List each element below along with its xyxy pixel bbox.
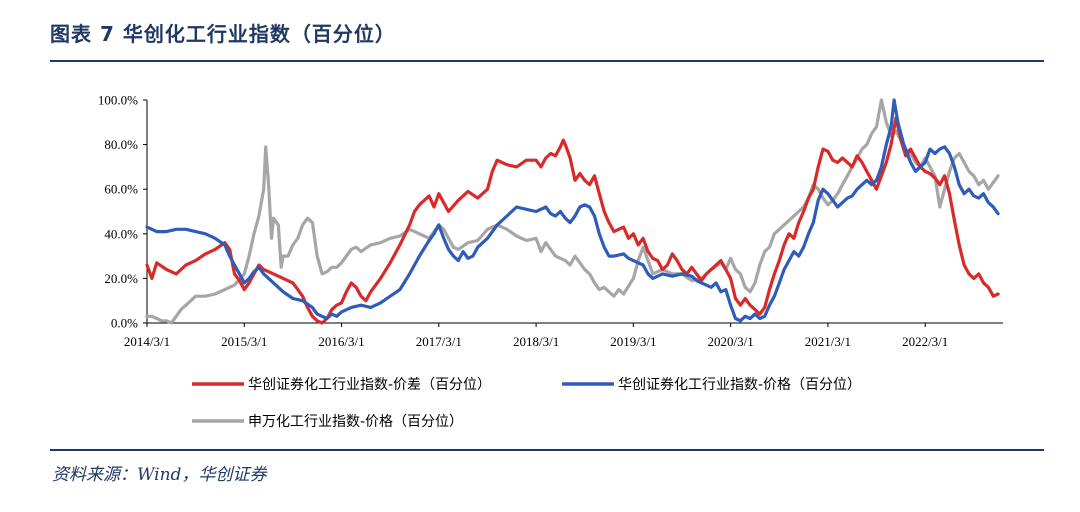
series-line-1	[145, 98, 1000, 323]
x-tick-label: 2015/3/1	[221, 334, 267, 349]
chart-legend: 华创证券化工行业指数-价差（百分位） 华创证券化工行业指数-价格（百分位） 申万化工…	[192, 377, 861, 430]
x-tick-label: 2022/3/1	[902, 334, 948, 349]
y-tick-label: 20.0%	[104, 271, 138, 286]
x-tick-label: 2018/3/1	[513, 334, 559, 349]
legend-label-1: 华创证券化工行业指数-价格（百分位）	[618, 377, 861, 393]
x-tick-label: 2021/3/1	[805, 334, 851, 349]
series-line-2	[145, 98, 1000, 325]
x-tick-label: 2020/3/1	[708, 334, 754, 349]
title-divider	[50, 60, 1044, 62]
source-note: 资料来源：Wind，华创证券	[52, 465, 267, 485]
chart-axes: 0.0% 20.0% 40.0% 60.0% 80.0% 100.0% 2014/3/1 20…	[98, 93, 1003, 349]
legend-label-0: 华创证券化工行业指数-价差（百分位）	[248, 377, 491, 393]
y-tick-label: 60.0%	[104, 182, 138, 197]
figure-title: 图表 7 华创化工行业指数（百分位）	[50, 22, 396, 46]
legend-label-2: 申万化工行业指数-价格（百分位）	[248, 414, 463, 430]
series-line-0	[145, 116, 1000, 325]
x-tick-label: 2019/3/1	[610, 334, 656, 349]
y-tick-label: 100.0%	[98, 93, 138, 108]
chart-series	[145, 98, 1000, 325]
footer-divider	[50, 449, 1044, 451]
y-tick-label: 0.0%	[111, 316, 138, 331]
x-tick-label: 2016/3/1	[318, 334, 364, 349]
y-tick-label: 80.0%	[104, 137, 138, 152]
x-tick-label: 2017/3/1	[416, 334, 462, 349]
y-tick-label: 40.0%	[104, 226, 138, 241]
x-tick-label: 2014/3/1	[124, 334, 170, 349]
